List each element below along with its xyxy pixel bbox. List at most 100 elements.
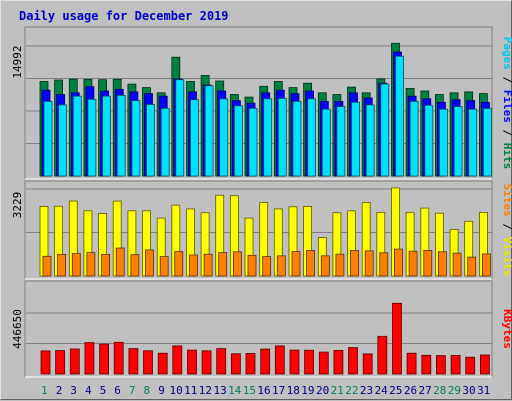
- chart-title: Daily usage for December 2019: [19, 9, 229, 23]
- bar-kbytes-day-7: [128, 348, 139, 375]
- xtick-day-7: 7: [129, 384, 136, 397]
- bar-sites-day-1: [42, 255, 52, 277]
- xtick-day-8: 8: [143, 384, 150, 397]
- bar-pages-day-25: [395, 55, 404, 177]
- xtick-day-19: 19: [301, 384, 314, 397]
- ytick-max-visits: 3229: [11, 192, 24, 219]
- bar-kbytes-day-8: [143, 350, 153, 375]
- bar-sites-day-18: [291, 251, 301, 277]
- xtick-day-9: 9: [158, 384, 165, 397]
- bar-pages-day-27: [424, 104, 434, 177]
- bar-sites-day-26: [408, 250, 418, 277]
- bar-pages-day-17: [277, 98, 287, 177]
- xtick-day-25: 25: [389, 384, 402, 397]
- xtick-day-31: 31: [477, 384, 490, 397]
- bar-sites-day-15: [247, 254, 257, 277]
- bar-kbytes-day-15: [245, 353, 256, 375]
- bar-kbytes-day-16: [260, 348, 271, 375]
- bar-pages-day-8: [146, 104, 155, 177]
- bar-sites-day-20: [320, 255, 330, 277]
- bar-kbytes-day-21: [333, 349, 344, 375]
- bar-sites-day-4: [86, 252, 96, 277]
- xtick-day-20: 20: [316, 384, 329, 397]
- xtick-day-27: 27: [418, 384, 431, 397]
- ytick-max-hits: 14992: [11, 45, 24, 78]
- bar-kbytes-day-6: [113, 341, 124, 375]
- bar-sites-day-7: [130, 254, 140, 277]
- bar-kbytes-day-17: [274, 345, 285, 375]
- bar-sites-day-9: [159, 256, 169, 277]
- xtick-day-10: 10: [169, 384, 182, 397]
- side-label-visits: Sites / Visits: [501, 184, 512, 277]
- bar-kbytes-day-2: [55, 350, 65, 375]
- xtick-day-23: 23: [360, 384, 373, 397]
- bar-pages-day-16: [263, 98, 273, 177]
- bar-pages-day-13: [219, 98, 229, 177]
- bar-sites-day-10: [174, 251, 184, 277]
- side-label-segment: /: [501, 217, 512, 237]
- ytick-max-kbytes: 446650: [11, 309, 24, 349]
- bar-kbytes-day-18: [289, 349, 300, 375]
- xtick-day-16: 16: [257, 384, 270, 397]
- xtick-day-24: 24: [375, 384, 389, 397]
- xtick-day-21: 21: [331, 384, 344, 397]
- bar-kbytes-day-26: [406, 352, 417, 375]
- xtick-day-26: 26: [404, 384, 417, 397]
- xtick-day-14: 14: [228, 384, 242, 397]
- xtick-day-12: 12: [199, 384, 212, 397]
- bar-sites-day-17: [276, 255, 286, 277]
- bar-sites-day-25: [394, 248, 403, 277]
- bar-kbytes-day-9: [157, 352, 168, 375]
- bar-sites-day-11: [189, 254, 198, 277]
- bar-pages-day-10: [175, 79, 185, 177]
- bar-kbytes-day-19: [304, 349, 315, 375]
- bar-sites-day-12: [203, 253, 213, 277]
- bar-sites-day-5: [101, 253, 110, 277]
- bar-pages-day-18: [292, 101, 302, 177]
- bar-pages-day-28: [438, 108, 448, 177]
- bar-kbytes-day-11: [187, 349, 197, 375]
- bar-sites-day-30: [467, 256, 477, 277]
- bar-kbytes-day-29: [450, 354, 461, 375]
- bar-kbytes-day-23: [362, 353, 373, 375]
- xtick-day-3: 3: [70, 384, 77, 397]
- side-label-kbytes: KBytes: [501, 309, 512, 349]
- bar-sites-day-21: [335, 253, 345, 277]
- bar-pages-day-26: [409, 101, 419, 177]
- side-label-segment: /: [501, 123, 512, 143]
- bar-kbytes-day-1: [40, 350, 51, 375]
- side-label-segment: /: [501, 70, 512, 90]
- bar-kbytes-day-27: [421, 354, 432, 375]
- bar-sites-day-3: [71, 253, 81, 277]
- side-label-segment: Hits: [501, 143, 512, 170]
- bar-pages-day-1: [43, 101, 53, 177]
- bar-pages-day-4: [87, 98, 97, 177]
- bar-pages-day-12: [204, 85, 214, 177]
- bar-sites-day-14: [232, 251, 242, 277]
- bar-pages-day-15: [248, 108, 258, 177]
- bar-pages-day-2: [58, 104, 67, 177]
- bar-kbytes-day-4: [84, 342, 95, 375]
- bar-sites-day-29: [452, 252, 462, 277]
- bar-kbytes-day-5: [99, 343, 109, 375]
- bar-sites-day-13: [218, 252, 228, 277]
- bar-kbytes-day-31: [479, 354, 490, 375]
- xtick-day-17: 17: [272, 384, 285, 397]
- bar-pages-day-6: [116, 95, 126, 177]
- xtick-day-4: 4: [85, 384, 92, 397]
- bar-pages-day-5: [102, 95, 111, 177]
- side-label-segment: Files: [501, 90, 512, 123]
- bar-kbytes-day-20: [318, 351, 329, 375]
- side-label-segment: Pages: [501, 37, 512, 70]
- side-label-segment: Sites: [501, 184, 512, 217]
- bar-pages-day-7: [131, 100, 141, 177]
- xtick-day-2: 2: [56, 384, 63, 397]
- bar-sites-day-23: [364, 250, 374, 277]
- bar-pages-day-23: [365, 104, 375, 177]
- bar-kbytes-day-30: [465, 356, 476, 375]
- xtick-day-30: 30: [462, 384, 475, 397]
- bar-kbytes-day-12: [201, 350, 212, 375]
- bar-kbytes-day-24: [377, 335, 388, 375]
